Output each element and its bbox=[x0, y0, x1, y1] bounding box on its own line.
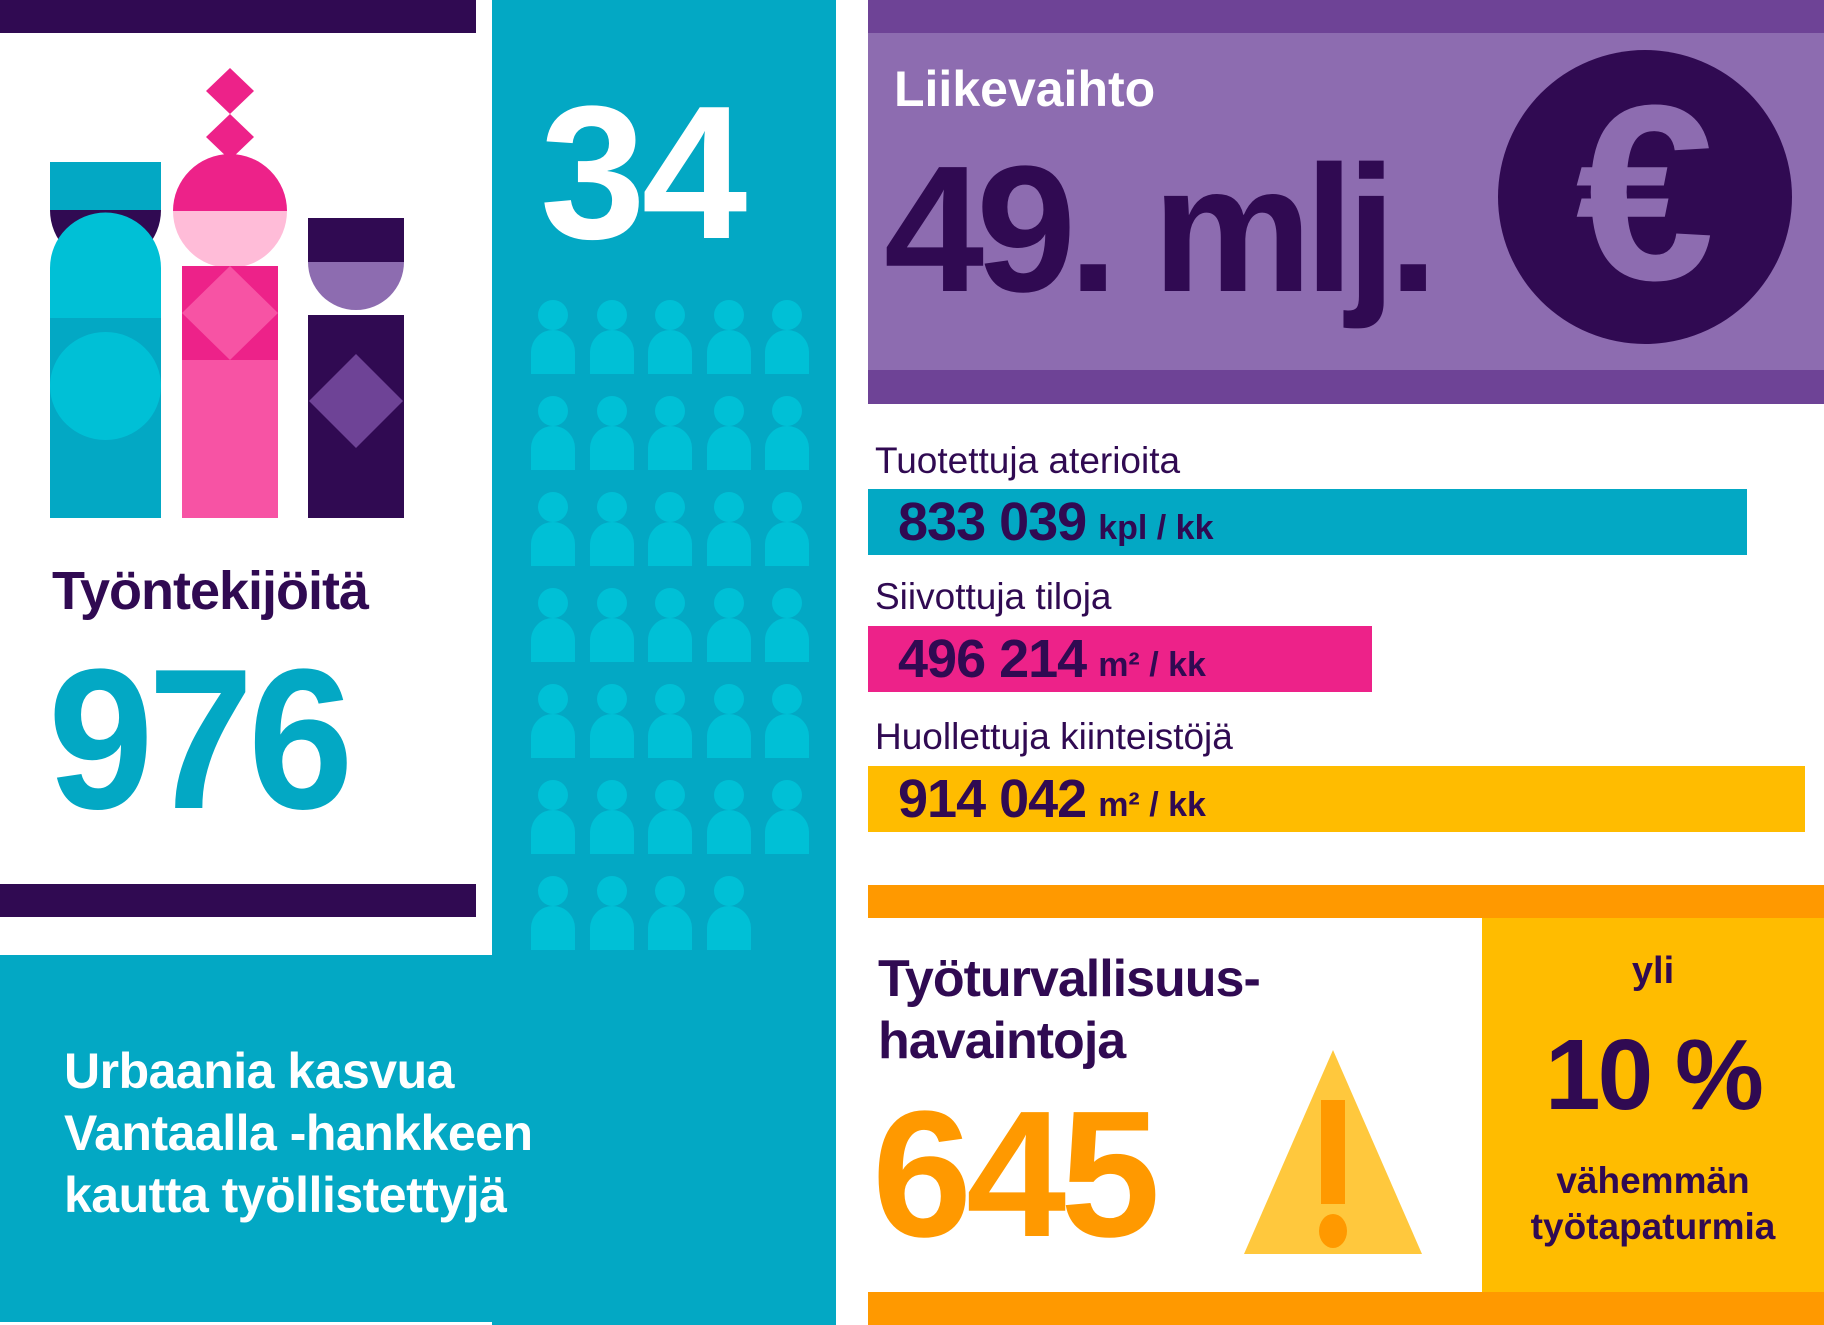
person-icon bbox=[587, 684, 637, 758]
accidents-text: vähemmän työtapaturmia bbox=[1482, 1158, 1824, 1250]
person-icon bbox=[528, 300, 578, 374]
cleaned-unit: m² / kk bbox=[1098, 645, 1206, 684]
person-icon bbox=[762, 300, 812, 374]
bottom-left-band bbox=[0, 884, 476, 917]
person-icon bbox=[762, 588, 812, 662]
revenue-label: Liikevaihto bbox=[894, 61, 1156, 117]
revenue-band-bottom bbox=[868, 370, 1824, 404]
figure-pink-icon bbox=[173, 68, 287, 518]
maintained-label: Huollettuja kiinteistöjä bbox=[875, 716, 1233, 757]
person-icon bbox=[587, 492, 637, 566]
euro-glyph: € bbox=[1575, 53, 1715, 332]
person-icon bbox=[645, 684, 695, 758]
person-icon bbox=[528, 396, 578, 470]
person-icon bbox=[528, 684, 578, 758]
person-icon bbox=[528, 780, 578, 854]
person-icon bbox=[528, 492, 578, 566]
person-icon bbox=[704, 300, 754, 374]
person-icon bbox=[645, 588, 695, 662]
accidents-prefix: yli bbox=[1631, 950, 1675, 992]
maintained-bar: 914 042 m² / kk bbox=[868, 766, 1805, 832]
employment-project-value: 34 bbox=[540, 67, 747, 279]
cleaned-label: Siivottuja tiloja bbox=[875, 576, 1112, 617]
person-icon bbox=[645, 492, 695, 566]
person-icon bbox=[704, 588, 754, 662]
person-icon bbox=[645, 780, 695, 854]
maintained-value: 914 042 bbox=[898, 769, 1087, 829]
meals-unit: kpl / kk bbox=[1098, 508, 1214, 547]
top-left-band bbox=[0, 0, 476, 33]
person-icon bbox=[587, 876, 637, 950]
person-icon bbox=[762, 396, 812, 470]
revenue-band-top bbox=[868, 0, 1824, 33]
person-icon bbox=[704, 492, 754, 566]
person-icon bbox=[587, 780, 637, 854]
employees-value: 976 bbox=[48, 628, 354, 851]
safety-band-bottom bbox=[868, 1292, 1824, 1325]
employees-figures-illustration bbox=[50, 68, 404, 518]
meals-label: Tuotettuja aterioita bbox=[875, 440, 1181, 481]
maintained-unit: m² / kk bbox=[1098, 785, 1206, 824]
warning-icon bbox=[1244, 1050, 1422, 1254]
person-icon bbox=[762, 684, 812, 758]
meals-value: 833 039 bbox=[898, 492, 1087, 552]
person-icon bbox=[762, 492, 812, 566]
project-text-line: Urbaania kasvua bbox=[64, 1043, 454, 1099]
person-icon bbox=[587, 396, 637, 470]
employment-project-text: Urbaania kasvua Vantaalla -hankkeen kaut… bbox=[64, 1040, 533, 1226]
revenue-value: 49. mlj. bbox=[884, 129, 1438, 330]
safety-value: 645 bbox=[872, 1074, 1160, 1275]
accidents-value: 10 % bbox=[1545, 1019, 1764, 1131]
accidents-text-line: vähemmän bbox=[1556, 1160, 1750, 1201]
person-icon bbox=[528, 876, 578, 950]
project-text-line: Vantaalla -hankkeen bbox=[64, 1105, 533, 1161]
meals-bar: 833 039 kpl / kk bbox=[868, 489, 1747, 555]
safety-title-line: Työturvallisuus- bbox=[878, 950, 1261, 1008]
project-text-line: kautta työllistettyjä bbox=[64, 1167, 507, 1223]
safety-band-top bbox=[868, 885, 1824, 918]
euro-icon: € bbox=[1498, 50, 1792, 344]
accidents-panel bbox=[1482, 918, 1824, 1292]
person-icon bbox=[645, 876, 695, 950]
person-icon bbox=[645, 396, 695, 470]
figure-purple-icon bbox=[308, 218, 404, 518]
people-icon-grid bbox=[528, 300, 814, 950]
person-icon bbox=[704, 780, 754, 854]
figure-teal-icon bbox=[50, 162, 161, 518]
person-icon bbox=[704, 684, 754, 758]
cleaned-bar: 496 214 m² / kk bbox=[868, 626, 1372, 692]
employment-project-panel bbox=[0, 955, 836, 1322]
person-icon bbox=[704, 876, 754, 950]
safety-title: Työturvallisuus- havaintoja bbox=[878, 948, 1261, 1072]
person-icon bbox=[587, 588, 637, 662]
person-icon bbox=[762, 780, 812, 854]
accidents-text-line: työtapaturmia bbox=[1530, 1206, 1776, 1247]
person-icon bbox=[645, 300, 695, 374]
person-icon bbox=[587, 300, 637, 374]
safety-title-line: havaintoja bbox=[878, 1012, 1126, 1070]
person-icon bbox=[528, 588, 578, 662]
cleaned-value: 496 214 bbox=[898, 629, 1087, 689]
employees-title: Työntekijöitä bbox=[52, 561, 369, 621]
person-icon bbox=[704, 396, 754, 470]
